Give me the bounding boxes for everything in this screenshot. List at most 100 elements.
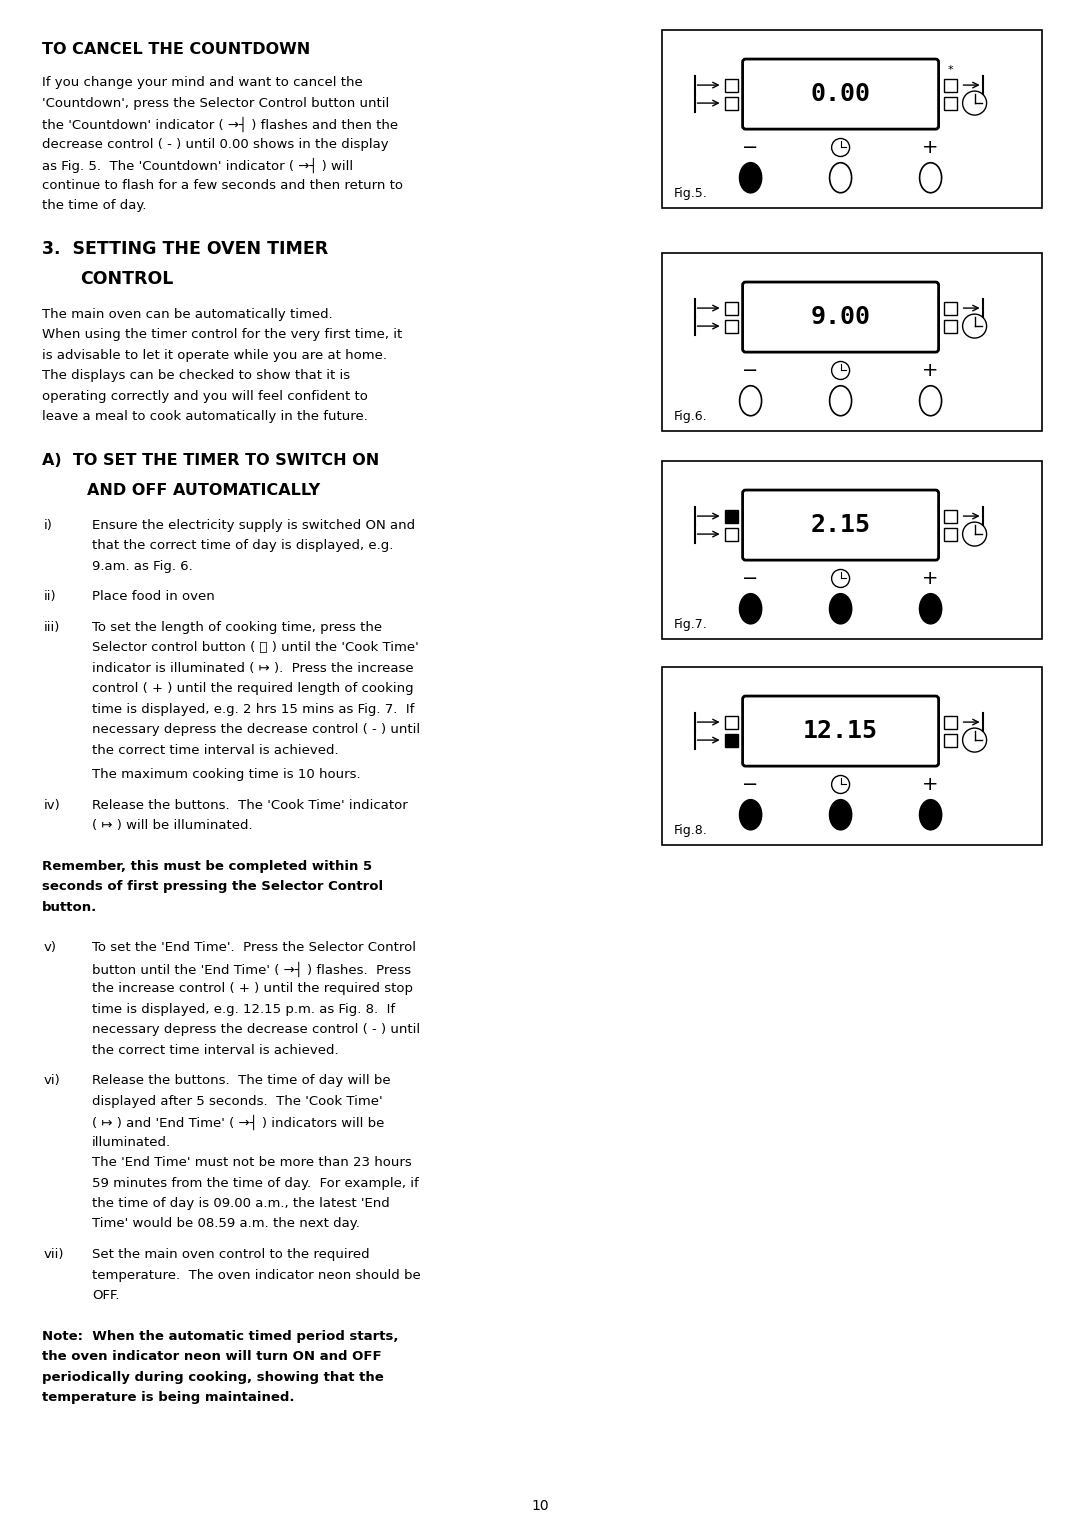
Bar bbox=[944, 96, 957, 110]
Text: the oven indicator neon will turn ON and OFF: the oven indicator neon will turn ON and… bbox=[42, 1351, 381, 1363]
Text: ( ↦ ) and 'End Time' ( →┤ ) indicators will be: ( ↦ ) and 'End Time' ( →┤ ) indicators w… bbox=[92, 1115, 384, 1131]
Bar bbox=[725, 527, 738, 541]
Bar bbox=[944, 319, 957, 333]
Circle shape bbox=[832, 362, 850, 379]
Bar bbox=[725, 509, 738, 523]
Text: Time' would be 08.59 a.m. the next day.: Time' would be 08.59 a.m. the next day. bbox=[92, 1218, 360, 1230]
Bar bbox=[662, 461, 1042, 639]
Ellipse shape bbox=[740, 799, 761, 830]
Circle shape bbox=[962, 727, 987, 752]
Text: as Fig. 5.  The 'Countdown' indicator ( →┤ ) will: as Fig. 5. The 'Countdown' indicator ( →… bbox=[42, 157, 353, 174]
Text: control ( + ) until the required length of cooking: control ( + ) until the required length … bbox=[92, 681, 414, 695]
Bar bbox=[662, 254, 1042, 431]
Text: 10: 10 bbox=[531, 1499, 549, 1513]
FancyBboxPatch shape bbox=[743, 697, 939, 766]
Text: 'Countdown', press the Selector Control button until: 'Countdown', press the Selector Control … bbox=[42, 96, 389, 110]
Bar bbox=[662, 668, 1042, 845]
Text: continue to flash for a few seconds and then return to: continue to flash for a few seconds and … bbox=[42, 179, 403, 191]
Text: temperature is being maintained.: temperature is being maintained. bbox=[42, 1390, 295, 1404]
Text: time is displayed, e.g. 12.15 p.m. as Fig. 8.  If: time is displayed, e.g. 12.15 p.m. as Fi… bbox=[92, 1002, 395, 1016]
Bar bbox=[944, 715, 957, 729]
Text: ii): ii) bbox=[44, 590, 56, 604]
Text: iv): iv) bbox=[44, 799, 60, 811]
Ellipse shape bbox=[740, 163, 761, 193]
Text: −: − bbox=[742, 775, 759, 795]
Text: The displays can be checked to show that it is: The displays can be checked to show that… bbox=[42, 368, 350, 382]
Text: −: − bbox=[742, 361, 759, 380]
Text: 12.15: 12.15 bbox=[804, 720, 878, 743]
Bar bbox=[944, 301, 957, 315]
Text: To set the 'End Time'.  Press the Selector Control: To set the 'End Time'. Press the Selecto… bbox=[92, 941, 416, 953]
Text: the correct time interval is achieved.: the correct time interval is achieved. bbox=[92, 744, 339, 756]
Text: The main oven can be automatically timed.: The main oven can be automatically timed… bbox=[42, 307, 333, 321]
Text: operating correctly and you will feel confident to: operating correctly and you will feel co… bbox=[42, 390, 368, 402]
Text: the 'Countdown' indicator ( →┤ ) flashes and then the: the 'Countdown' indicator ( →┤ ) flashes… bbox=[42, 118, 399, 133]
Text: vii): vii) bbox=[44, 1248, 65, 1261]
Bar bbox=[944, 527, 957, 541]
Text: the time of day is 09.00 a.m., the latest 'End: the time of day is 09.00 a.m., the lates… bbox=[92, 1196, 390, 1210]
Bar bbox=[944, 509, 957, 523]
Text: Fig.7.: Fig.7. bbox=[674, 617, 707, 631]
Text: iii): iii) bbox=[44, 620, 60, 634]
Text: To set the length of cooking time, press the: To set the length of cooking time, press… bbox=[92, 620, 382, 634]
Circle shape bbox=[962, 315, 987, 338]
Text: A)  TO SET THE TIMER TO SWITCH ON: A) TO SET THE TIMER TO SWITCH ON bbox=[42, 452, 379, 468]
Text: the correct time interval is achieved.: the correct time interval is achieved. bbox=[92, 1044, 339, 1056]
Text: ( ↦ ) will be illuminated.: ( ↦ ) will be illuminated. bbox=[92, 819, 253, 833]
Bar bbox=[944, 78, 957, 92]
Text: Selector control button ( ⏰ ) until the 'Cook Time': Selector control button ( ⏰ ) until the … bbox=[92, 642, 419, 654]
Text: AND OFF AUTOMATICALLY: AND OFF AUTOMATICALLY bbox=[87, 483, 320, 498]
Text: Set the main oven control to the required: Set the main oven control to the require… bbox=[92, 1248, 369, 1261]
Bar bbox=[725, 319, 738, 333]
Ellipse shape bbox=[740, 385, 761, 416]
Text: displayed after 5 seconds.  The 'Cook Time': displayed after 5 seconds. The 'Cook Tim… bbox=[92, 1094, 382, 1108]
Ellipse shape bbox=[919, 594, 942, 623]
Text: seconds of first pressing the Selector Control: seconds of first pressing the Selector C… bbox=[42, 880, 383, 892]
Text: 9.am. as Fig. 6.: 9.am. as Fig. 6. bbox=[92, 559, 192, 573]
Text: +: + bbox=[922, 361, 939, 380]
Ellipse shape bbox=[919, 163, 942, 193]
Circle shape bbox=[832, 139, 850, 156]
Text: necessary depress the decrease control ( - ) until: necessary depress the decrease control (… bbox=[92, 723, 420, 736]
Text: 59 minutes from the time of day.  For example, if: 59 minutes from the time of day. For exa… bbox=[92, 1177, 419, 1189]
Text: decrease control ( - ) until 0.00 shows in the display: decrease control ( - ) until 0.00 shows … bbox=[42, 138, 389, 150]
Text: periodically during cooking, showing that the: periodically during cooking, showing tha… bbox=[42, 1371, 383, 1383]
Text: +: + bbox=[922, 138, 939, 157]
Circle shape bbox=[832, 776, 850, 793]
Text: v): v) bbox=[44, 941, 57, 953]
Text: Release the buttons.  The time of day will be: Release the buttons. The time of day wil… bbox=[92, 1074, 391, 1086]
Ellipse shape bbox=[829, 799, 852, 830]
Text: TO CANCEL THE COUNTDOWN: TO CANCEL THE COUNTDOWN bbox=[42, 41, 310, 57]
Bar bbox=[725, 715, 738, 729]
Text: the increase control ( + ) until the required stop: the increase control ( + ) until the req… bbox=[92, 983, 413, 995]
Ellipse shape bbox=[919, 385, 942, 416]
Circle shape bbox=[962, 523, 987, 545]
Text: button.: button. bbox=[42, 900, 97, 914]
Ellipse shape bbox=[919, 799, 942, 830]
Text: −: − bbox=[742, 138, 759, 157]
Text: Fig.5.: Fig.5. bbox=[674, 186, 707, 200]
Text: leave a meal to cook automatically in the future.: leave a meal to cook automatically in th… bbox=[42, 410, 368, 423]
Text: When using the timer control for the very first time, it: When using the timer control for the ver… bbox=[42, 329, 402, 341]
Bar bbox=[944, 733, 957, 747]
Text: Fig.8.: Fig.8. bbox=[674, 824, 707, 837]
Text: Ensure the electricity supply is switched ON and: Ensure the electricity supply is switche… bbox=[92, 518, 415, 532]
Text: Place food in oven: Place food in oven bbox=[92, 590, 215, 604]
Bar bbox=[725, 301, 738, 315]
Bar bbox=[725, 78, 738, 92]
Text: OFF.: OFF. bbox=[92, 1290, 120, 1302]
Text: The 'End Time' must not be more than 23 hours: The 'End Time' must not be more than 23 … bbox=[92, 1157, 411, 1169]
Text: Remember, this must be completed within 5: Remember, this must be completed within … bbox=[42, 859, 373, 872]
Text: +: + bbox=[922, 775, 939, 795]
Bar bbox=[725, 733, 738, 747]
Text: If you change your mind and want to cancel the: If you change your mind and want to canc… bbox=[42, 76, 363, 89]
Ellipse shape bbox=[740, 594, 761, 623]
Text: the time of day.: the time of day. bbox=[42, 199, 147, 212]
Text: 3.  SETTING THE OVEN TIMER: 3. SETTING THE OVEN TIMER bbox=[42, 240, 328, 258]
Text: 9.00: 9.00 bbox=[811, 306, 870, 329]
FancyBboxPatch shape bbox=[743, 490, 939, 561]
Ellipse shape bbox=[829, 594, 852, 623]
Text: temperature.  The oven indicator neon should be: temperature. The oven indicator neon sho… bbox=[92, 1268, 421, 1282]
Ellipse shape bbox=[829, 385, 852, 416]
Circle shape bbox=[832, 570, 850, 587]
